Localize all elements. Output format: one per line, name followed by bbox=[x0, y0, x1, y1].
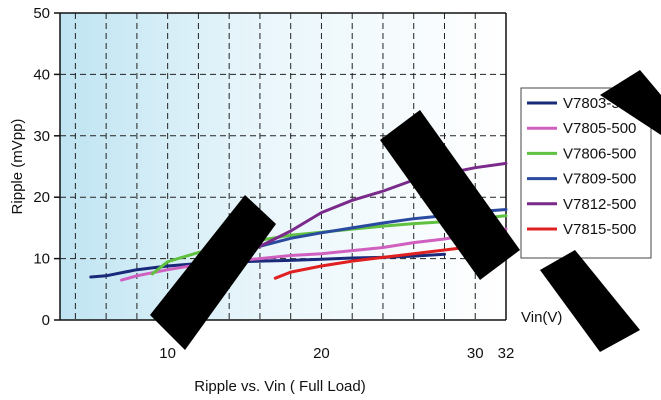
legend-entry: V7809-500 bbox=[563, 171, 636, 188]
legend-entry: V7805-500 bbox=[563, 120, 636, 137]
y-tick-label: 0 bbox=[42, 312, 50, 329]
watermark bbox=[150, 70, 661, 352]
y-tick-label: 10 bbox=[33, 251, 50, 268]
y-tick-label: 40 bbox=[33, 66, 50, 83]
x-tick-label: 30 bbox=[467, 345, 484, 362]
legend-entry: V7812-500 bbox=[563, 196, 636, 213]
chart-title: Ripple vs. Vin ( Full Load) bbox=[194, 378, 365, 395]
axes bbox=[54, 12, 507, 321]
y-axis-label: Ripple (mVpp) bbox=[9, 119, 26, 215]
x-tick-label: 32 bbox=[498, 345, 515, 362]
x-axis-label: Vin(V) bbox=[521, 309, 562, 326]
legend-entry: V7815-500 bbox=[563, 221, 636, 238]
x-tick-label: 20 bbox=[313, 345, 330, 362]
y-tick-label: 50 bbox=[33, 5, 50, 22]
x-tick-labels: 10 20 30 32 bbox=[159, 345, 514, 362]
legend: V7803-500V7805-500V7806-500V7809-500V781… bbox=[520, 87, 652, 259]
grid-lines bbox=[60, 13, 506, 320]
y-tick-labels: 0 10 20 30 40 50 bbox=[33, 5, 50, 329]
series-line bbox=[120, 227, 508, 282]
y-tick-label: 30 bbox=[33, 128, 50, 145]
legend-entry: V7806-500 bbox=[563, 145, 636, 162]
x-tick-label: 10 bbox=[159, 345, 176, 362]
y-tick-label: 20 bbox=[33, 189, 50, 206]
